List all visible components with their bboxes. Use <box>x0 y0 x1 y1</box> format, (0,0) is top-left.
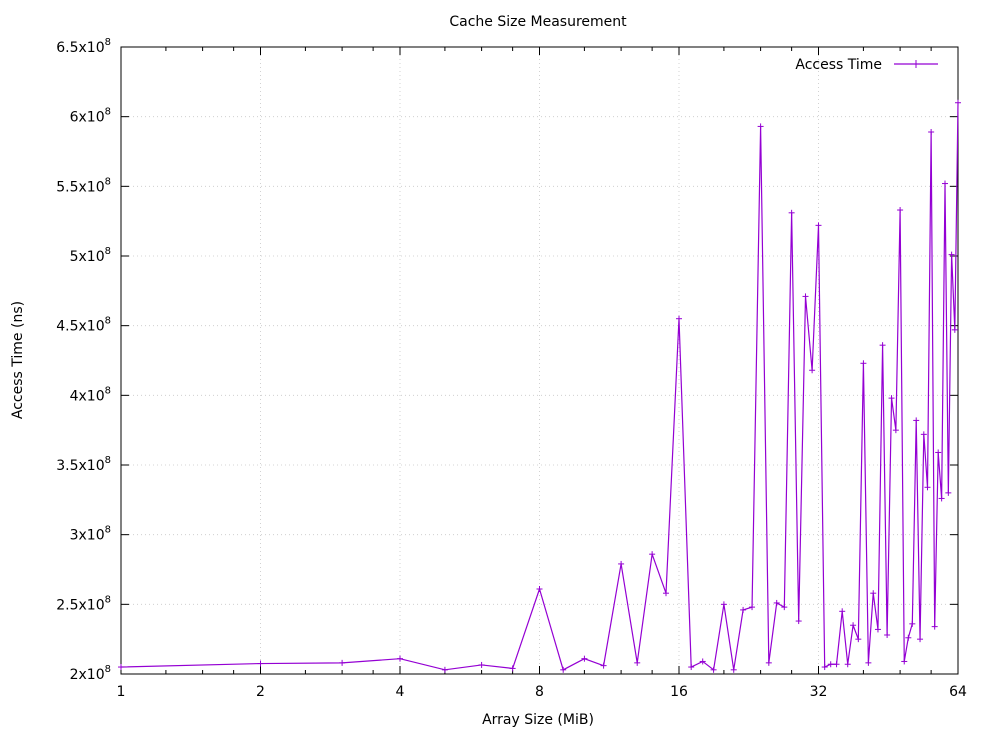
data-point <box>781 604 788 611</box>
data-point <box>821 664 828 671</box>
data-point <box>560 666 567 673</box>
x-tick-label: 16 <box>670 684 688 700</box>
x-tick-label: 1 <box>117 684 126 700</box>
data-point <box>749 604 756 611</box>
data-point <box>913 417 920 424</box>
data-point <box>118 664 124 671</box>
x-tick-labels: 1 2 4 8 16 32 64 <box>117 684 967 700</box>
data-point <box>809 367 816 374</box>
data-point <box>688 664 695 671</box>
data-point <box>257 660 264 667</box>
data-point <box>676 315 682 322</box>
chart-title: Cache Size Measurement <box>449 14 627 30</box>
y-tick-label: 6.5x108 <box>56 37 111 56</box>
y-tick-label: 3x108 <box>70 525 111 544</box>
data-point <box>870 590 877 597</box>
y-tick-label: 5x108 <box>70 246 111 265</box>
data-point <box>663 590 670 597</box>
ticks <box>120 46 959 675</box>
data-point <box>850 622 857 629</box>
data-point <box>865 659 872 666</box>
data-point <box>536 586 543 593</box>
data-point <box>955 99 961 106</box>
data-point <box>888 395 895 402</box>
data-point <box>773 599 780 606</box>
x-tick-label: 4 <box>396 684 405 700</box>
data-point <box>441 666 448 673</box>
data-point <box>951 326 958 333</box>
y-axis-title: Access Time (ns) <box>10 301 26 419</box>
data-point <box>827 661 834 668</box>
y-tick-label: 2x108 <box>70 664 111 683</box>
data-point <box>618 560 625 567</box>
y-tick-label: 2.5x108 <box>56 594 111 613</box>
data-point <box>897 207 904 214</box>
data-point <box>892 427 899 434</box>
data-point <box>600 662 607 669</box>
data-point <box>795 618 802 625</box>
x-axis-title: Array Size (MiB) <box>482 712 594 728</box>
data-point <box>802 293 809 300</box>
y-tick-label: 4x108 <box>70 385 111 404</box>
data-point <box>874 626 881 633</box>
data-point <box>649 551 656 558</box>
data-point <box>720 601 727 608</box>
data-point <box>909 620 916 627</box>
data-point <box>884 631 891 638</box>
data-point <box>924 484 931 491</box>
y-tick-labels: 2x108 2.5x108 3x108 3.5x108 4x108 4.5x108 5x10… <box>56 37 111 683</box>
data-point <box>901 658 908 665</box>
data-point <box>942 180 949 187</box>
data-point <box>757 123 764 130</box>
y-tick-label: 3.5x108 <box>56 455 111 474</box>
data-point <box>478 661 485 668</box>
data-point <box>634 659 641 666</box>
x-tick-label: 2 <box>256 684 265 700</box>
data-point <box>855 636 862 643</box>
x-tick-label: 32 <box>810 684 828 700</box>
data-point <box>928 128 935 135</box>
data-point <box>860 360 867 367</box>
data-point <box>879 342 886 349</box>
series-line <box>120 102 959 671</box>
data-point <box>740 606 747 613</box>
data-point <box>833 661 840 668</box>
x-tick-label: 8 <box>535 684 544 700</box>
legend-label: Access Time <box>795 57 882 73</box>
data-point <box>839 608 846 615</box>
data-point <box>339 659 346 666</box>
data-point <box>581 655 588 662</box>
data-point <box>710 666 717 673</box>
y-tick-label: 4.5x108 <box>56 316 111 335</box>
x-tick-label: 64 <box>949 684 967 700</box>
data-point <box>938 495 945 502</box>
data-point <box>815 222 822 229</box>
data-point <box>699 658 706 665</box>
data-point <box>945 489 952 496</box>
data-point <box>905 634 912 641</box>
grid <box>121 47 958 674</box>
y-tick-label: 6x108 <box>70 107 111 126</box>
series <box>118 99 961 673</box>
data-point <box>844 661 851 668</box>
data-point <box>948 251 955 258</box>
legend: Access Time <box>795 57 938 73</box>
data-point <box>788 209 795 216</box>
y-tick-label: 5.5x108 <box>56 176 111 195</box>
data-point <box>931 623 938 630</box>
data-point <box>920 431 927 438</box>
data-point <box>509 665 516 672</box>
data-point <box>935 449 942 456</box>
data-point <box>730 666 737 673</box>
data-point <box>765 659 772 666</box>
data-point <box>397 655 403 662</box>
data-point <box>917 636 924 643</box>
